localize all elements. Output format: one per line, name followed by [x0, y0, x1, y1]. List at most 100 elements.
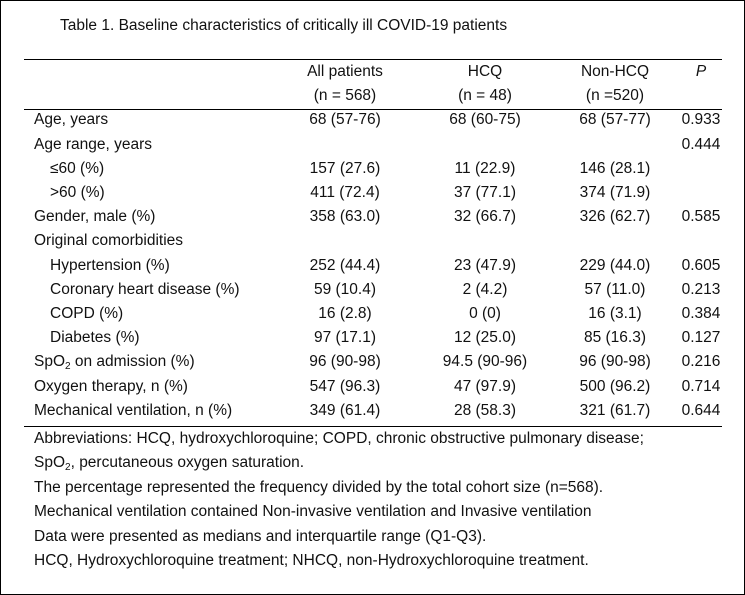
cell-p-value: 0.714	[681, 377, 721, 395]
table-row: Mechanical ventilation, n (%) 349 (61.4) 2…	[24, 399, 722, 423]
cell-hcq: 12 (25.0)	[453, 329, 517, 347]
header-row-labels: All patients HCQ Non-HCQ P	[24, 60, 722, 84]
cell-non-hcq: 146 (28.1)	[579, 159, 651, 177]
table-row: Diabetes (%) 97 (17.1) 12 (25.0) 85 (16.3) 0…	[24, 326, 722, 350]
row-label: Original comorbidities	[34, 232, 184, 250]
cell-non-hcq: 321 (61.7)	[579, 401, 651, 419]
cell-non-hcq: 85 (16.3)	[583, 329, 647, 347]
cell-non-hcq: 96 (90-98)	[579, 353, 651, 371]
header-all-patients: All patients	[307, 63, 383, 80]
cell-p-value: 0.213	[681, 280, 721, 298]
header-blank-2	[24, 84, 270, 108]
cell-non-hcq: 374 (71.9)	[579, 184, 651, 202]
cell-all-patients: 547 (96.3)	[309, 377, 381, 395]
cell-hcq: 47 (97.9)	[453, 377, 517, 395]
header-hcq-n: (n = 48)	[458, 87, 512, 105]
row-label: ≤60 (%)	[50, 159, 105, 177]
row-label: Mechanical ventilation, n (%)	[34, 401, 233, 419]
table-row: Gender, male (%) 358 (63.0) 32 (66.7) 326 (…	[24, 205, 722, 229]
cell-p-value	[680, 181, 722, 205]
table-notes: Abbreviations: HCQ, hydroxychloroquine; …	[34, 427, 644, 573]
note-abbreviations-1: Abbreviations: HCQ, hydroxychloroquine; …	[34, 430, 644, 447]
cell-hcq: 2 (4.2)	[462, 280, 508, 298]
cell-all-patients: 59 (10.4)	[313, 280, 377, 298]
row-label: Hypertension (%)	[50, 256, 170, 274]
cell-hcq	[420, 133, 550, 157]
note-data-format: Data were presented as medians and inter…	[34, 527, 487, 545]
header-rule	[24, 109, 722, 110]
cell-all-patients: 16 (2.8)	[318, 305, 372, 323]
cell-hcq	[420, 229, 550, 253]
cell-non-hcq: 16 (3.1)	[588, 305, 642, 323]
table-row: COPD (%) 16 (2.8) 0 (0) 16 (3.1) 0.384	[24, 302, 722, 326]
row-label: Oxygen therapy, n (%)	[34, 377, 188, 395]
cell-all-patients: 411 (72.4)	[310, 184, 380, 202]
header-p: P	[695, 63, 707, 80]
row-label: >60 (%)	[50, 184, 105, 202]
cell-p-value: 0.127	[681, 329, 721, 347]
cell-non-hcq: 229 (44.0)	[579, 256, 651, 274]
cell-non-hcq: 68 (57-77)	[579, 111, 651, 129]
row-label: Age range, years	[34, 135, 153, 153]
cell-p-value: 0.585	[681, 208, 721, 226]
note-percentage: The percentage represented the frequency…	[34, 478, 604, 496]
header-all-patients-n: (n = 568)	[313, 87, 377, 105]
row-label: Diabetes (%)	[50, 329, 140, 347]
cell-hcq: 94.5 (90-96)	[442, 353, 528, 371]
cell-all-patients: 68 (57-76)	[309, 111, 381, 129]
cell-all-patients: 157 (27.6)	[309, 159, 381, 177]
table-row: Age, years 68 (57-76) 68 (60-75) 68 (57-77)…	[24, 108, 722, 132]
cell-p-value: 0.444	[681, 135, 721, 153]
header-blank	[24, 60, 270, 84]
cell-p-value: 0.605	[681, 256, 721, 274]
cell-hcq: 68 (60-75)	[449, 111, 521, 129]
cell-non-hcq	[550, 229, 680, 253]
row-label: COPD (%)	[50, 305, 124, 323]
cell-all-patients	[270, 229, 420, 253]
note-abbreviations-2: SpO2, percutaneous oxygen saturation.	[34, 454, 305, 474]
cell-all-patients: 358 (63.0)	[309, 208, 381, 226]
cell-p-value	[680, 157, 722, 181]
cell-all-patients	[270, 133, 420, 157]
cell-all-patients: 349 (61.4)	[309, 401, 381, 419]
table-row: Original comorbidities	[24, 229, 722, 253]
cell-all-patients: 97 (17.1)	[313, 329, 377, 347]
table-title: Table 1. Baseline characteristics of cri…	[60, 17, 508, 34]
row-label: Age, years	[34, 111, 109, 129]
cell-hcq: 28 (58.3)	[453, 401, 517, 419]
table-row: SpO2 on admission (%) 96 (90-98) 94.5 (90-…	[24, 350, 722, 374]
cell-hcq: 23 (47.9)	[453, 256, 517, 274]
note-ventilation: Mechanical ventilation contained Non-inv…	[34, 503, 592, 521]
note-treatment-abbrev: HCQ, Hydroxychloroquine treatment; NHCQ,…	[34, 552, 589, 570]
table-row: ≤60 (%) 157 (27.6) 11 (22.9) 146 (28.1)	[24, 157, 722, 181]
cell-p-value	[680, 229, 722, 253]
cell-all-patients: 252 (44.4)	[309, 256, 381, 274]
table-row: Age range, years 0.444	[24, 133, 722, 157]
cell-hcq: 37 (77.1)	[453, 184, 517, 202]
bottom-rule	[24, 426, 722, 427]
cell-non-hcq	[550, 133, 680, 157]
cell-non-hcq: 326 (62.7)	[579, 208, 651, 226]
cell-all-patients: 96 (90-98)	[309, 353, 381, 371]
cell-hcq: 11 (22.9)	[454, 159, 516, 177]
cell-hcq: 32 (66.7)	[453, 208, 517, 226]
header-row-counts: (n = 568) (n = 48) (n =520)	[24, 84, 722, 108]
cell-non-hcq: 500 (96.2)	[579, 377, 651, 395]
header-non-hcq: Non-HCQ	[580, 63, 650, 80]
header-hcq: HCQ	[467, 63, 503, 80]
cell-non-hcq: 57 (11.0)	[584, 280, 646, 298]
cell-p-value: 0.384	[681, 305, 721, 323]
header-non-hcq-n: (n =520)	[585, 87, 645, 105]
table-row: Hypertension (%) 252 (44.4) 23 (47.9) 229 (…	[24, 254, 722, 278]
table-body: Age, years 68 (57-76) 68 (60-75) 68 (57-77)…	[24, 108, 722, 423]
header-p-n	[680, 84, 722, 108]
row-label: Gender, male (%)	[34, 208, 156, 226]
cell-p-value: 0.216	[681, 353, 721, 371]
table-row: Oxygen therapy, n (%) 547 (96.3) 47 (97.9)…	[24, 375, 722, 399]
cell-p-value: 0.933	[681, 111, 721, 129]
table-row: >60 (%) 411 (72.4) 37 (77.1) 374 (71.9)	[24, 181, 722, 205]
row-label: Coronary heart disease (%)	[50, 280, 240, 298]
table-row: Coronary heart disease (%) 59 (10.4) 2 (4.…	[24, 278, 722, 302]
baseline-table: All patients HCQ Non-HCQ P (n = 568) (n …	[24, 60, 722, 423]
cell-hcq: 0 (0)	[469, 305, 501, 323]
